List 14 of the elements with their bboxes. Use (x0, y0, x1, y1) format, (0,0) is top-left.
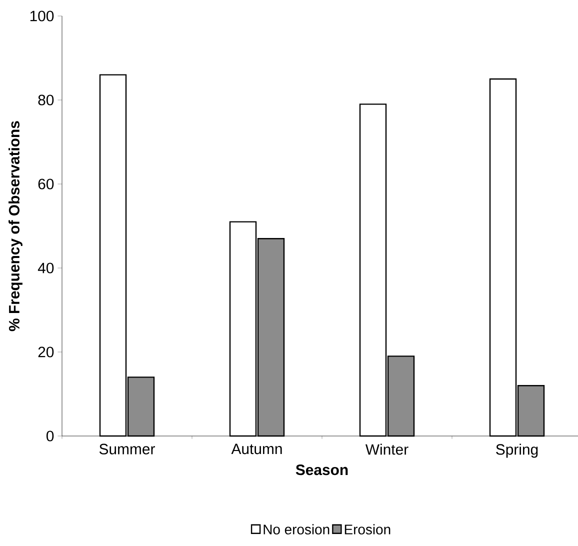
y-tick-label: 40 (38, 262, 54, 274)
x-tick-label: Spring (496, 444, 538, 458)
y-tick-label: 100 (30, 10, 54, 22)
y-tick-label: 20 (38, 346, 54, 358)
x-tick-label: Autumn (231, 444, 282, 454)
legend-label: No erosion (264, 524, 330, 534)
y-tick-label: 80 (38, 94, 54, 106)
legend-label: Erosion (344, 524, 390, 534)
x-axis-title: Season (296, 464, 348, 476)
y-tick-label: 60 (38, 178, 54, 190)
x-tick-label: Summer (99, 444, 155, 454)
y-axis-title: % Frequency of Observations (8, 121, 22, 332)
y-tick-label: 0 (46, 430, 54, 442)
x-tick-label: Winter (365, 444, 408, 455)
